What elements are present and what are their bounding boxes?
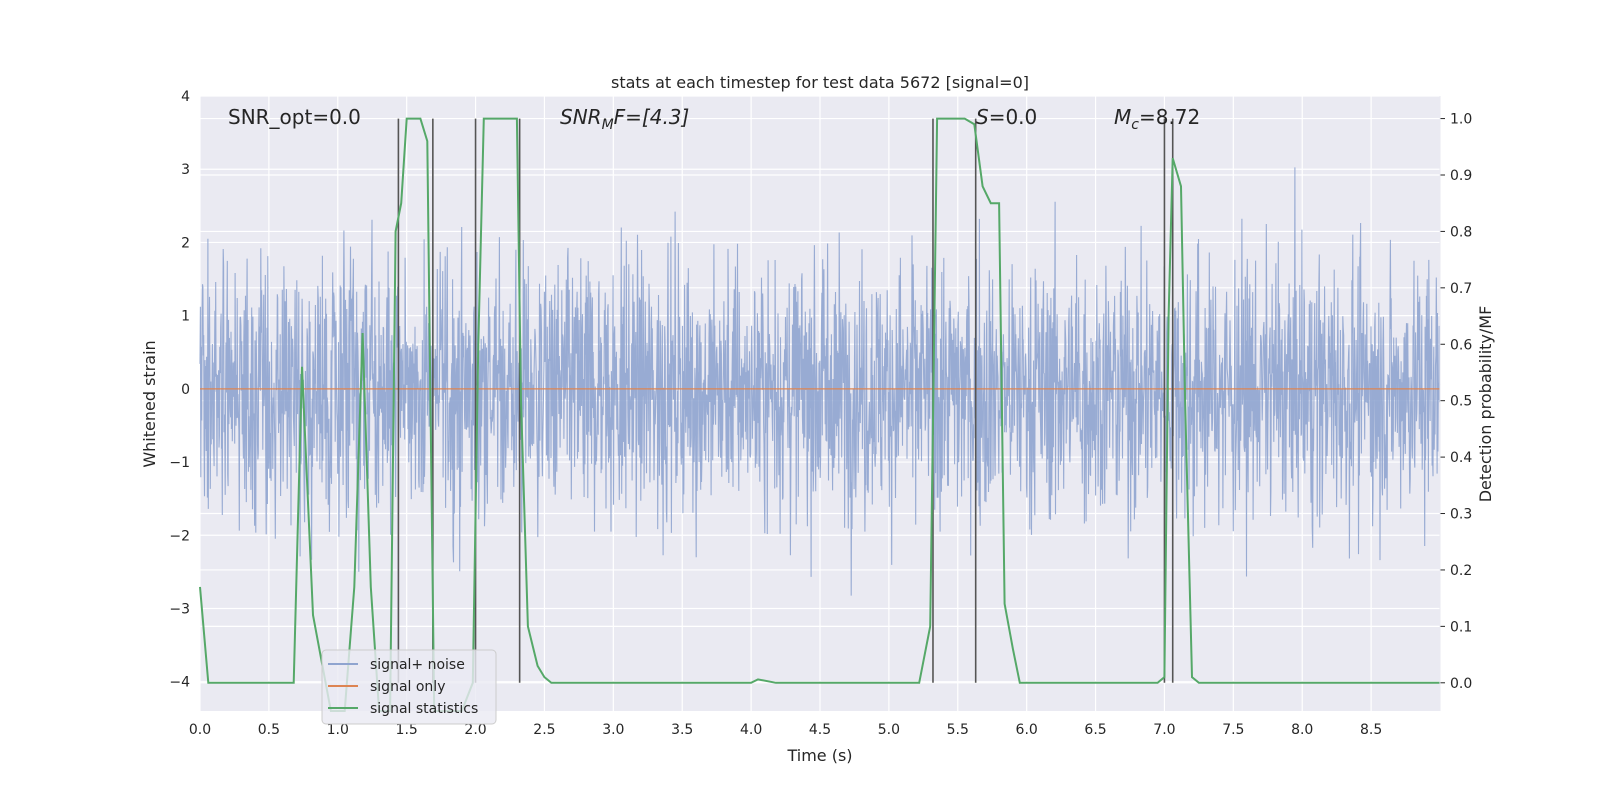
x-tick-label: 7.0 <box>1153 722 1175 738</box>
y2-tick-label: 0.0 <box>1450 676 1472 692</box>
signal-noise-line <box>199 167 1441 596</box>
annotation-s-italic: S <box>976 105 989 129</box>
x-tick-label: 1.5 <box>396 722 418 738</box>
y-tick-label: 1 <box>181 309 190 325</box>
tick-labels: 0.0 0.5 1.0 1.5 2.0 2.5 3.0 3.5 4.0 4.5 5.0 5.5 6.0 6… <box>169 89 1472 738</box>
x-tick-label: 7.5 <box>1222 722 1244 738</box>
legend-label-signal-only: signal only <box>370 679 445 695</box>
annotation-mc-base: M <box>1114 105 1131 129</box>
x-tick-label: 2.0 <box>464 722 486 738</box>
x-tick-label: 3.5 <box>671 722 693 738</box>
x-tick-label: 3.0 <box>602 722 624 738</box>
y2-tick-label: 1.0 <box>1450 112 1472 128</box>
legend: signal+ noise signal only signal statist… <box>321 649 497 725</box>
y-axis-label: Whitened strain <box>140 340 159 467</box>
y2-tick-label: 0.2 <box>1450 563 1472 579</box>
annotation-s-rest: =0.0 <box>989 105 1038 129</box>
x-axis-label: Time (s) <box>786 746 852 765</box>
legend-label-signal-noise: signal+ noise <box>370 657 465 673</box>
annotation-snr-mf-base: SNR <box>560 105 602 129</box>
y2-tick-label: 0.6 <box>1450 337 1472 353</box>
y2-tick-label: 0.8 <box>1450 224 1472 240</box>
x-tick-label: 6.0 <box>1016 722 1038 738</box>
x-tick-label: 6.5 <box>1084 722 1106 738</box>
y2-tick-label: 0.5 <box>1450 394 1472 410</box>
x-tick-label: 8.0 <box>1291 722 1313 738</box>
y2-tick-label: 0.4 <box>1450 450 1472 466</box>
y2-tick-label: 0.1 <box>1450 619 1472 635</box>
x-tick-label: 4.0 <box>740 722 762 738</box>
x-tick-label: 5.0 <box>878 722 900 738</box>
x-tick-label: 1.0 <box>327 722 349 738</box>
annotation-snr-mf-rest: F=[4.3] <box>614 105 690 129</box>
annotation-snr-opt: SNR_opt=0.0 <box>228 105 361 129</box>
y2-tick-label: 0.7 <box>1450 281 1472 297</box>
x-tick-label: 0.5 <box>258 722 280 738</box>
y-tick-label: 4 <box>181 89 190 105</box>
y2-tick-label: 0.9 <box>1450 168 1472 184</box>
annotation-mc-rest: =8.72 <box>1139 105 1200 129</box>
chart-marks <box>199 117 1440 712</box>
annotation-mc: Mc=8.72 <box>1114 105 1200 133</box>
x-tick-label: 8.5 <box>1360 722 1382 738</box>
y-tick-label: 0 <box>181 382 190 398</box>
chart-title: stats at each timestep for test data 567… <box>611 73 1029 92</box>
signal-statistics-line <box>199 117 1440 712</box>
y-tick-label: 2 <box>181 235 190 251</box>
legend-box <box>321 649 497 725</box>
x-tick-label: 5.5 <box>947 722 969 738</box>
annotation-snr-mf-sub: M <box>602 117 614 133</box>
y2-axis-label: Detection probability/MF <box>1476 306 1495 503</box>
y-tick-label: −4 <box>169 675 190 691</box>
x-tick-label: 0.0 <box>189 722 211 738</box>
legend-label-signal-statistics: signal statistics <box>370 701 478 717</box>
y-tick-label: −3 <box>169 602 190 618</box>
x-tick-label: 4.5 <box>809 722 831 738</box>
signal-noise-series <box>199 167 1441 596</box>
y-tick-label: −2 <box>169 528 190 544</box>
annotation-snr-mf: SNRMF=[4.3] <box>560 105 689 133</box>
annotation-s: S=0.0 <box>976 105 1037 129</box>
x-tick-label: 2.5 <box>533 722 555 738</box>
annotation-mc-sub: c <box>1131 117 1139 133</box>
y-tick-label: 3 <box>181 162 190 178</box>
y-tick-label: −1 <box>169 455 190 471</box>
y2-tick-label: 0.3 <box>1450 507 1472 523</box>
